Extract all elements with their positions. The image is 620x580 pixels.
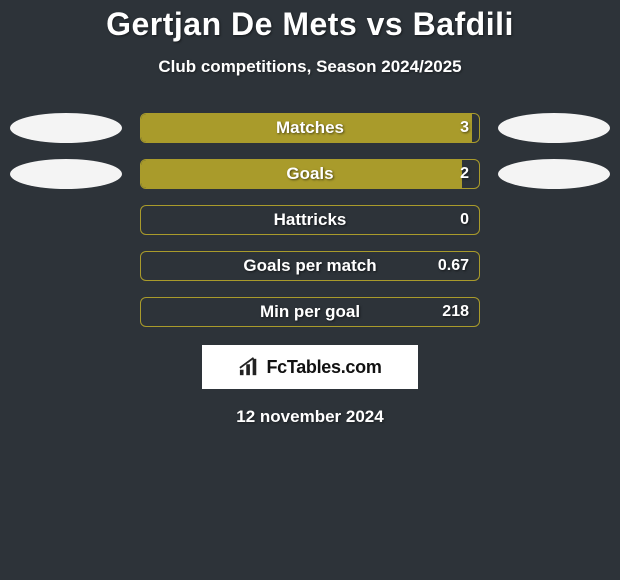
stat-bar: Matches3: [140, 113, 480, 143]
stat-value: 3: [460, 114, 469, 142]
comparison-card: Gertjan De Mets vs Bafdili Club competit…: [0, 0, 620, 427]
stat-row: Hattricks0: [0, 205, 620, 235]
stat-label: Matches: [141, 114, 479, 142]
stat-rows: Matches3Goals2Hattricks0Goals per match0…: [0, 113, 620, 327]
stat-value: 2: [460, 160, 469, 188]
source-logo: FcTables.com: [202, 345, 418, 389]
left-ellipse: [10, 159, 122, 189]
stat-row: Goals2: [0, 159, 620, 189]
stat-label: Hattricks: [141, 206, 479, 234]
logo-text: FcTables.com: [266, 357, 381, 378]
stat-row: Goals per match0.67: [0, 251, 620, 281]
stat-value: 218: [442, 298, 469, 326]
stat-row: Matches3: [0, 113, 620, 143]
left-ellipse: [10, 113, 122, 143]
stat-value: 0: [460, 206, 469, 234]
stat-bar: Goals2: [140, 159, 480, 189]
right-ellipse: [498, 113, 610, 143]
stat-label: Goals: [141, 160, 479, 188]
right-ellipse: [498, 159, 610, 189]
stat-bar: Goals per match0.67: [140, 251, 480, 281]
date-text: 12 november 2024: [0, 407, 620, 427]
stat-value: 0.67: [438, 252, 469, 280]
stat-label: Goals per match: [141, 252, 479, 280]
stat-row: Min per goal218: [0, 297, 620, 327]
subtitle: Club competitions, Season 2024/2025: [0, 57, 620, 77]
stat-bar: Min per goal218: [140, 297, 480, 327]
stat-label: Min per goal: [141, 298, 479, 326]
page-title: Gertjan De Mets vs Bafdili: [0, 6, 620, 43]
stat-bar: Hattricks0: [140, 205, 480, 235]
bar-chart-icon: [238, 357, 260, 377]
